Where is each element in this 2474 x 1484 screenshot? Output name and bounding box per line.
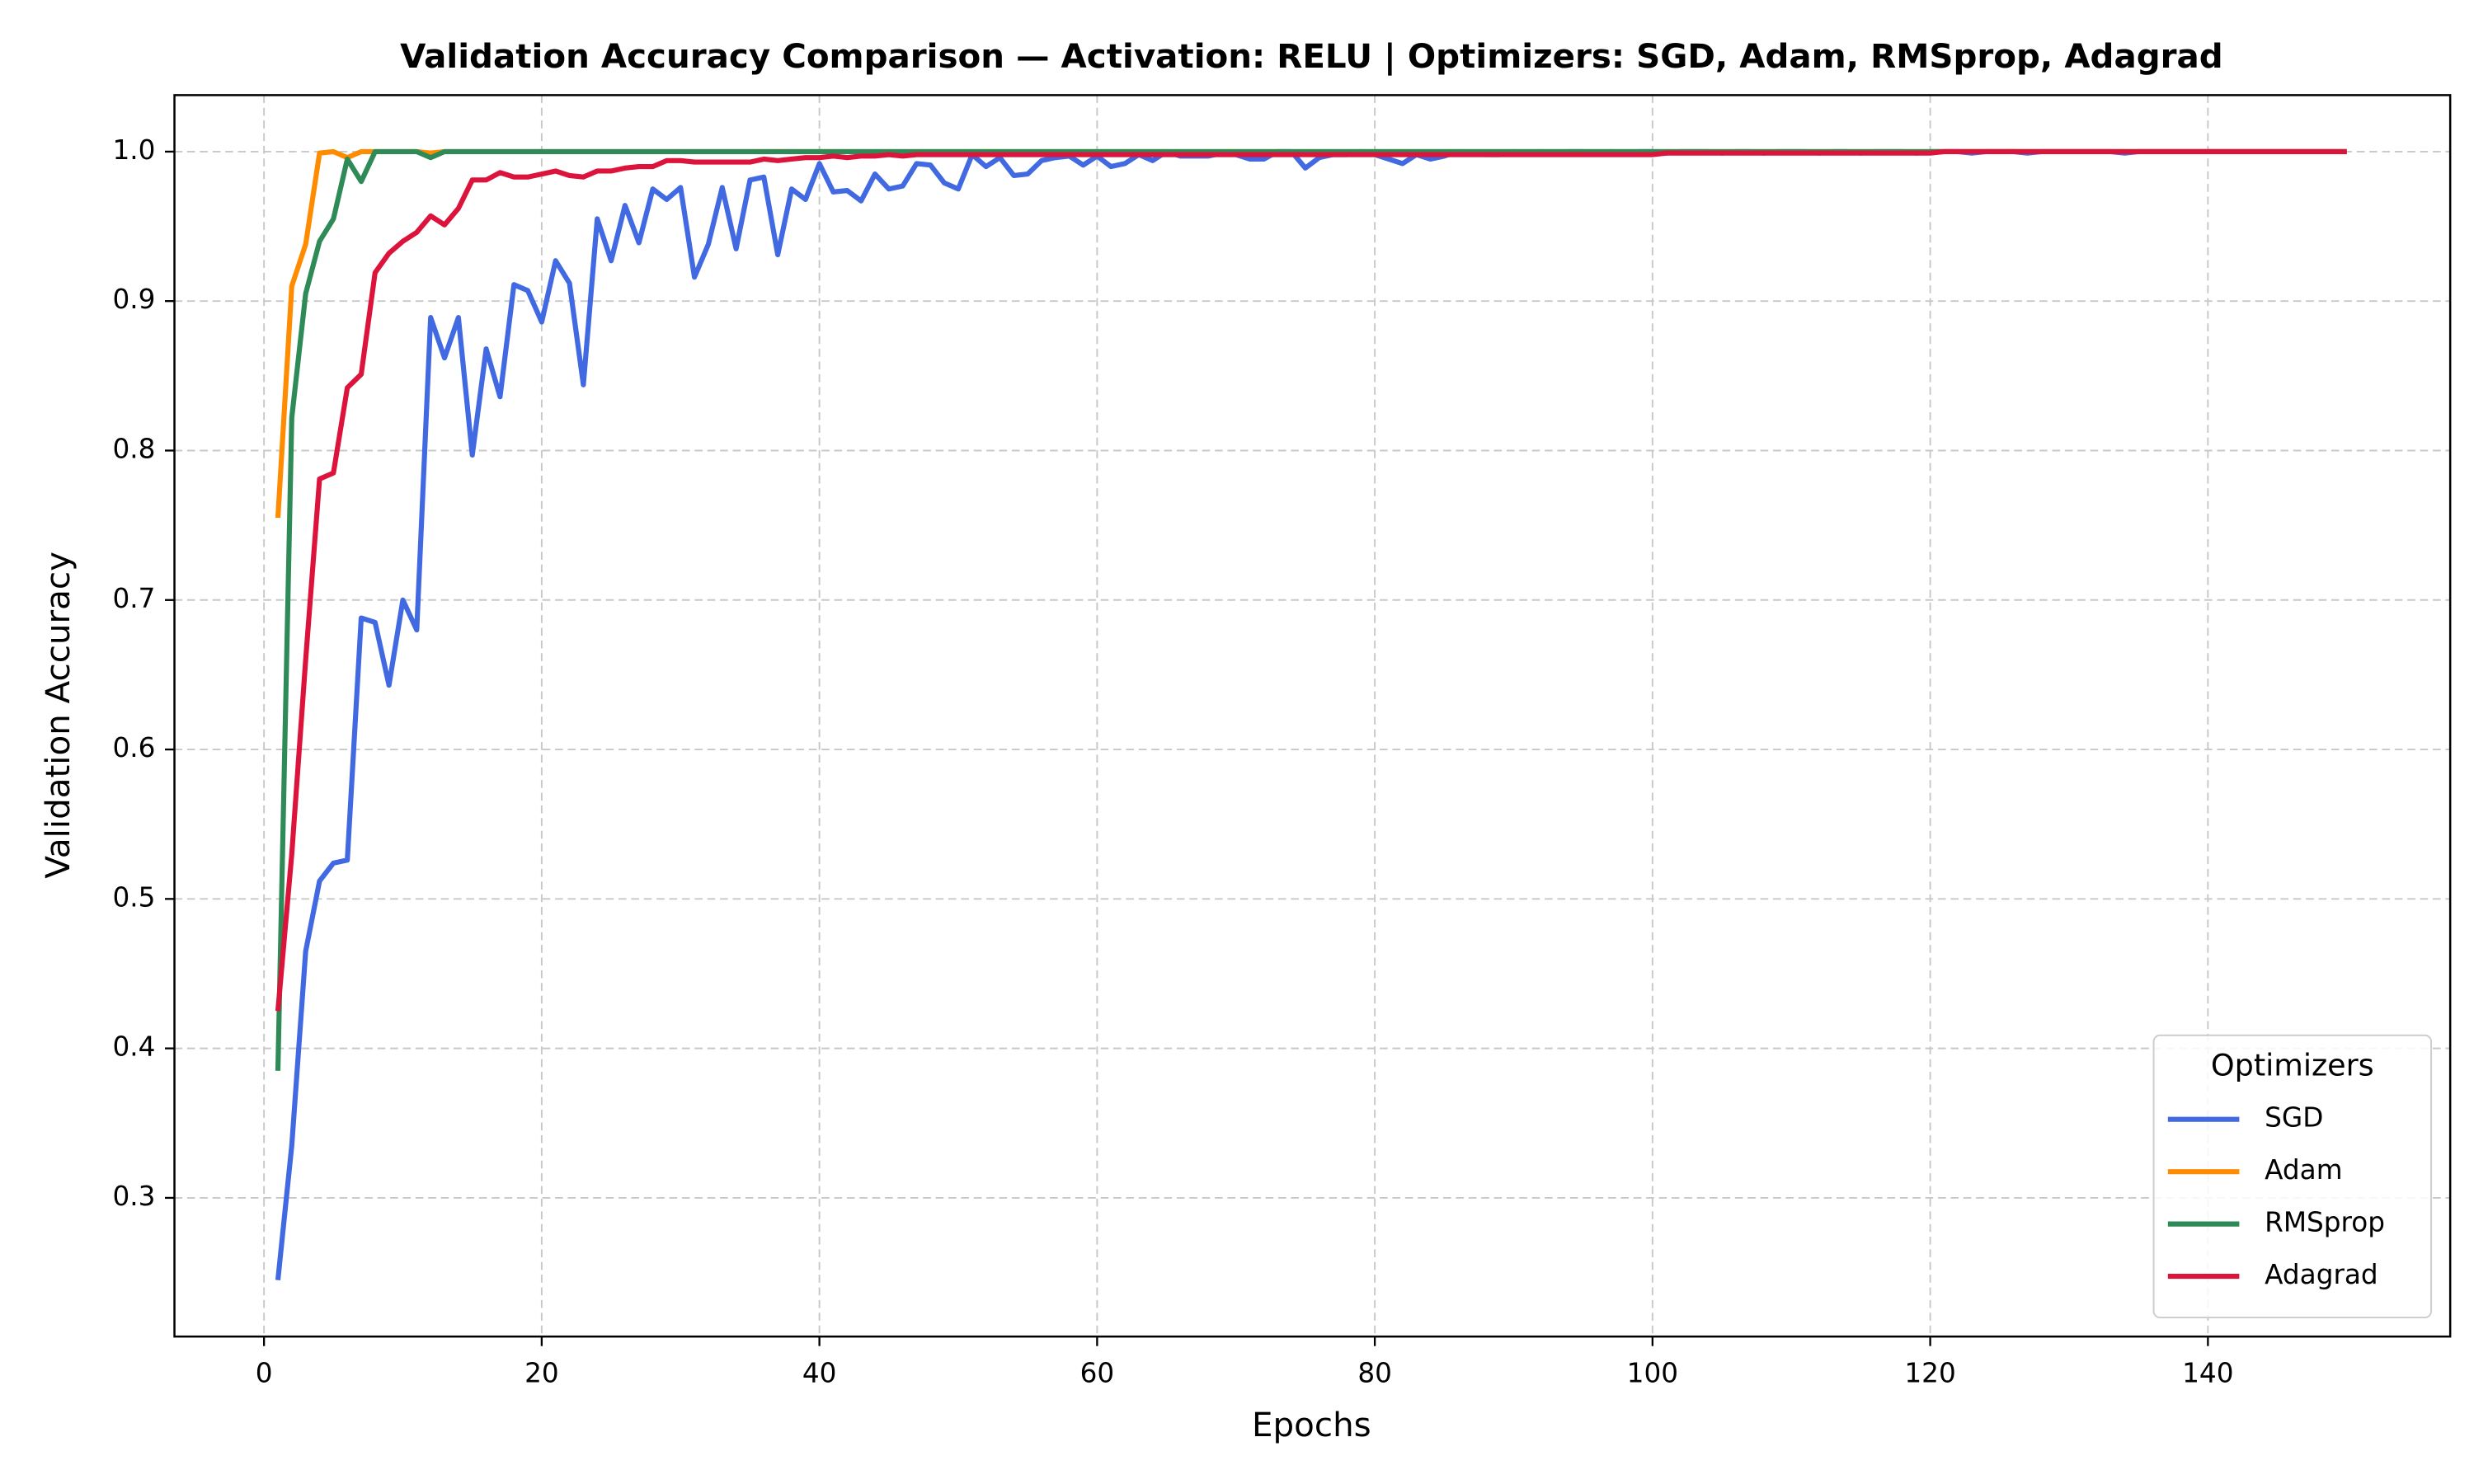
ticks: 0 20 40 60 80 100 120 140 0.3 0.4 0.5 0.6 0.7 0.8 0.9 1… <box>112 134 2233 1388</box>
x-tick-label: 20 <box>524 1357 559 1388</box>
x-tick-label: 80 <box>1357 1357 1392 1388</box>
x-tick-label: 40 <box>802 1357 837 1388</box>
legend-title: Optimizers <box>2211 1048 2374 1083</box>
x-tick-label: 140 <box>2182 1357 2233 1388</box>
legend-box <box>2152 1034 2433 1319</box>
series-line <box>275 148 2347 1012</box>
legend: Optimizers SGD Adam RMSprop Adagrad <box>2152 1034 2433 1319</box>
x-tick-label: 120 <box>1904 1357 1955 1388</box>
y-tick-label: 0.5 <box>112 881 155 913</box>
x-tick-label: 60 <box>1080 1357 1115 1388</box>
y-tick-label: 0.7 <box>112 583 155 614</box>
y-tick-label: 0.6 <box>112 732 155 763</box>
y-axis-label: Validation Accuracy <box>39 552 78 879</box>
legend-label: RMSprop <box>2265 1207 2385 1238</box>
y-tick-label: 0.8 <box>112 433 155 464</box>
legend-label: SGD <box>2265 1102 2323 1134</box>
axes-frame <box>173 94 2452 1338</box>
x-tick-label: 0 <box>256 1357 273 1388</box>
x-axis-label: Epochs <box>1252 1406 1371 1444</box>
legend-label: Adam <box>2265 1154 2342 1186</box>
plot-lines <box>275 148 2347 1280</box>
y-tick-label: 0.3 <box>112 1181 155 1212</box>
legend-label: Adagrad <box>2265 1259 2378 1290</box>
y-tick-label: 1.0 <box>112 134 155 166</box>
x-tick-label: 100 <box>1627 1357 1678 1388</box>
y-tick-label: 0.4 <box>112 1031 155 1063</box>
y-tick-label: 0.9 <box>112 284 155 315</box>
chart-title: Validation Accuracy Comparison — Activat… <box>400 37 2223 77</box>
